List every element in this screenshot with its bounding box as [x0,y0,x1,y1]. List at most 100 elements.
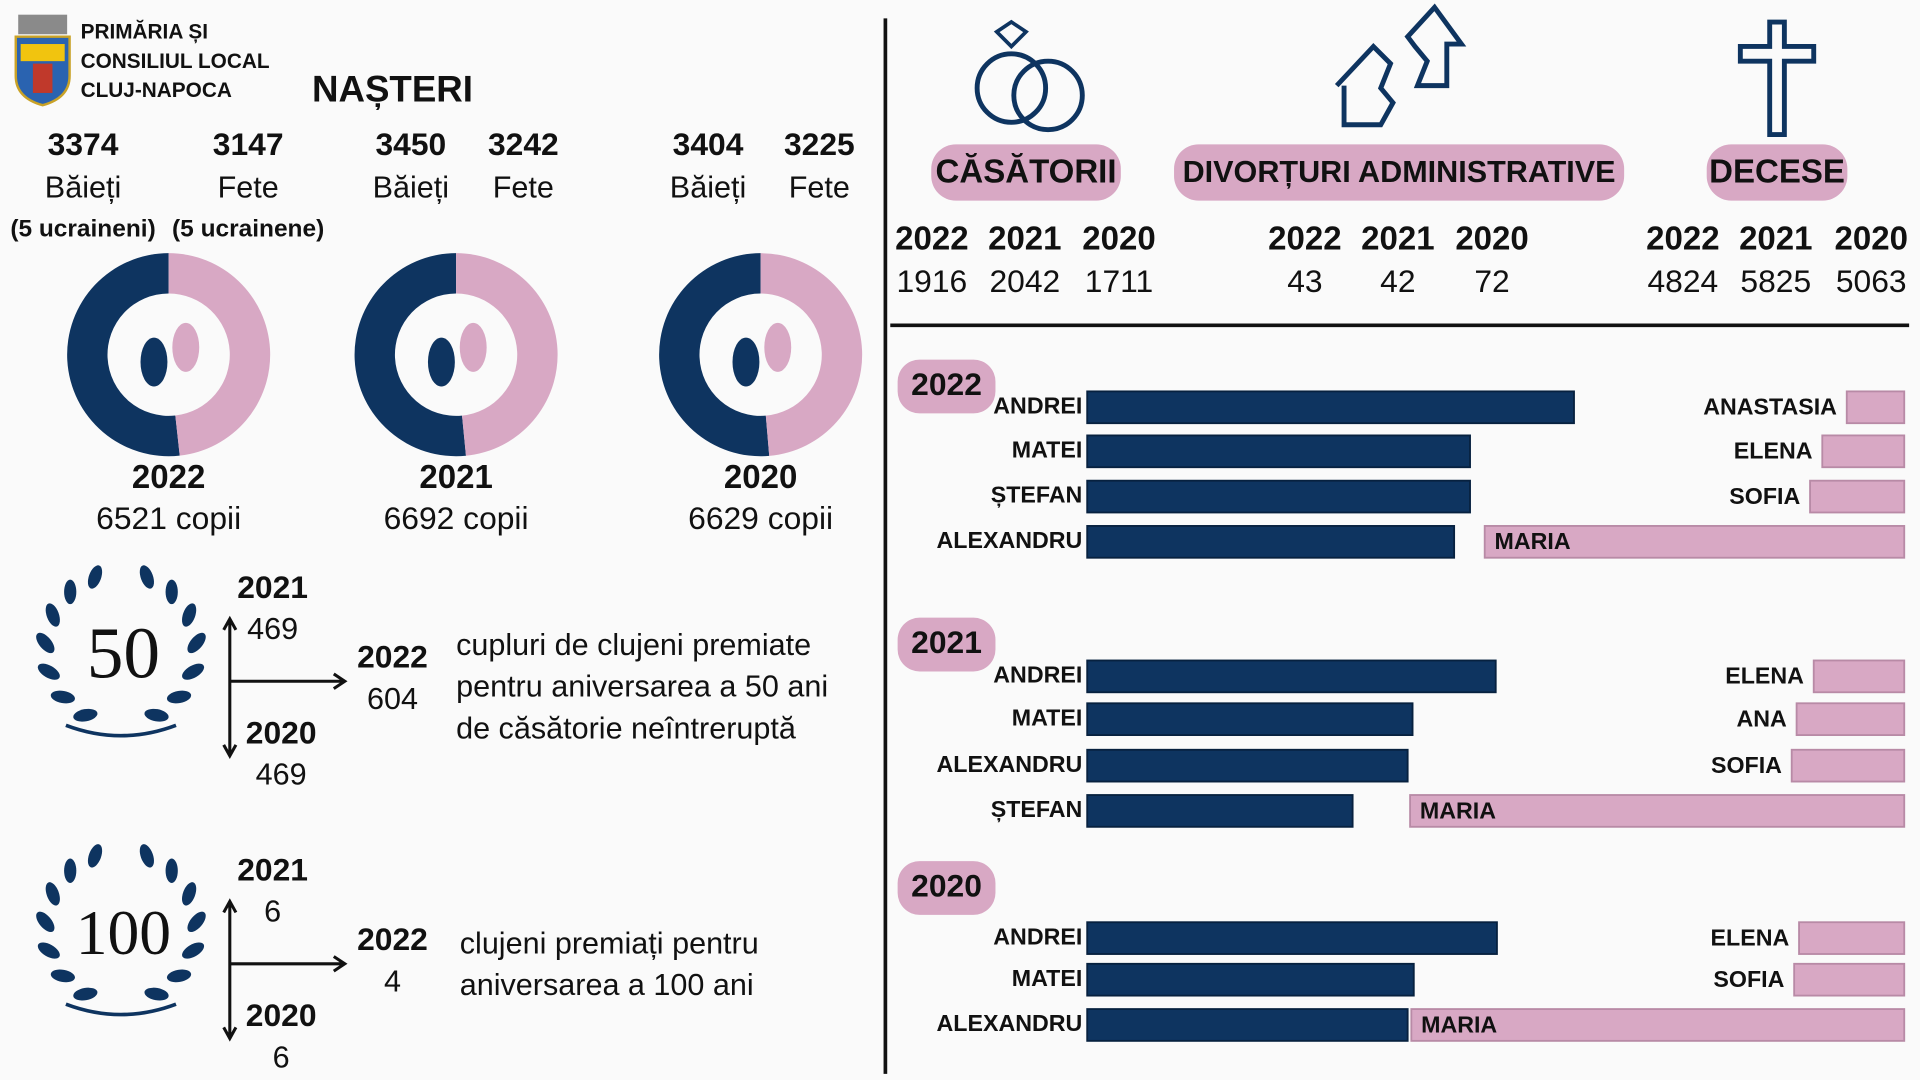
stat-year: 2021 [1739,220,1812,257]
foot-icon [732,337,760,387]
org-line: CLUJ-NAPOCA [81,79,232,102]
laurel-leaf [182,603,197,627]
laurel-leaf [45,882,60,906]
name-bar-girls [1793,962,1906,997]
name-bar-boys [1086,962,1415,997]
boy-name: ȘTEFAN [991,482,1083,509]
laurel-stem [65,1002,177,1017]
anniv-text: pentru aniversarea a 50 ani [456,670,828,704]
count: 3242 [488,126,559,162]
anniv-year: 2021 [237,851,308,887]
year-pill [897,861,996,915]
stat-year: 2020 [1082,220,1155,257]
name-bar-girls [1798,921,1906,955]
donut-girls [168,253,271,456]
name-bar-boys [1086,748,1409,783]
count: 3450 [375,126,446,162]
name-bar-boys [1086,702,1414,737]
laurel-leaf [87,565,103,589]
foot-icon [140,337,168,387]
total-value: 6521 [96,500,167,536]
emblem: 50 [87,612,160,693]
org-line: PRIMĂRIA ȘI [81,21,208,44]
anniv-value: 6 [264,895,281,929]
stat-value: 5825 [1740,263,1811,299]
girl-name: ANA [1737,706,1788,732]
name-bar-boys [1086,525,1456,559]
laurel-leaf [139,844,154,868]
stat-value: 2042 [989,263,1060,299]
names-year: 2022 [911,366,982,402]
girl-name: MARIA [1494,528,1570,554]
count-note: (5 ucraineni) [10,215,155,242]
girl-name: MARIA [1420,797,1496,823]
total-value: 6629 [688,500,759,536]
anniv-year: 2021 [237,569,308,605]
name-bar-girls [1790,748,1906,783]
anniv-year: 2020 [246,997,317,1033]
count-label: Băieți [45,171,121,205]
stat-pill [1706,144,1848,201]
boy-name: MATEI [1012,436,1083,462]
laurel-leaf [64,858,77,883]
stat-year: 2021 [988,220,1061,257]
girl-name: ELENA [1725,663,1804,689]
name-bar-boys [1086,659,1497,694]
name-bar-boys [1086,1008,1409,1042]
anniv-value: 469 [247,612,298,646]
count-label: Fete [789,171,850,205]
laurel-leaf [187,632,206,654]
girl-name: ELENA [1711,924,1790,950]
stat-year: 2022 [895,220,968,257]
laurel-leaf [166,969,192,983]
girl-name: SOFIA [1713,966,1784,992]
total-unit: copii [176,500,241,536]
stat-title: DECESE [1709,152,1845,189]
laurel-leaf [144,708,169,722]
stat-pill [931,144,1121,201]
stat-year: 2022 [1268,220,1341,257]
name-bar-boys [1086,434,1471,469]
boy-name: ALEXANDRU [937,527,1083,553]
boy-name: ALEXANDRU [937,751,1083,777]
anniv-value: 469 [256,758,307,792]
count: 3147 [213,126,284,162]
anniv-text: cupluri de clujeni premiate [456,628,811,662]
laurel-stem [65,723,177,738]
stat-value: 42 [1380,263,1415,299]
foot-icon [172,322,200,372]
arrow [222,615,348,760]
girl-name: SOFIA [1729,483,1800,509]
name-bar-girls [1409,794,1906,828]
stat-value: 72 [1474,263,1509,299]
boy-name: ȘTEFAN [991,796,1083,823]
laurel-leaf [139,565,154,589]
stat-title: DIVORȚURI ADMINISTRATIVE [1183,155,1616,189]
count-label: Fete [493,171,554,205]
total-value: 6692 [384,500,455,536]
laurel-leaf [36,911,55,932]
org-line: CONSILIUL LOCAL [81,50,270,73]
laurel-leaf [166,690,192,704]
total: 6692 copii [384,500,529,536]
year-pill [897,359,996,414]
name-bar-girls [1812,659,1906,694]
girl-name: ELENA [1734,438,1813,464]
girl-name: SOFIA [1711,752,1782,778]
emblem: 100 [76,897,171,968]
laurel-leaf [182,942,205,959]
name-bar-boys [1086,479,1471,514]
count-label: Băieți [670,171,746,205]
name-bar-girls [1795,702,1906,737]
foot-icon [764,322,792,372]
stat-year: 2020 [1455,220,1528,257]
girl-name: ANASTASIA [1703,394,1837,420]
arrow [222,898,348,1042]
name-bar-girls [1821,434,1906,469]
laurel-leaf [73,987,98,1001]
count: 3404 [673,126,744,162]
donut-boys [659,253,770,457]
anniv-year: 2022 [357,639,428,675]
year-pill [897,617,996,672]
